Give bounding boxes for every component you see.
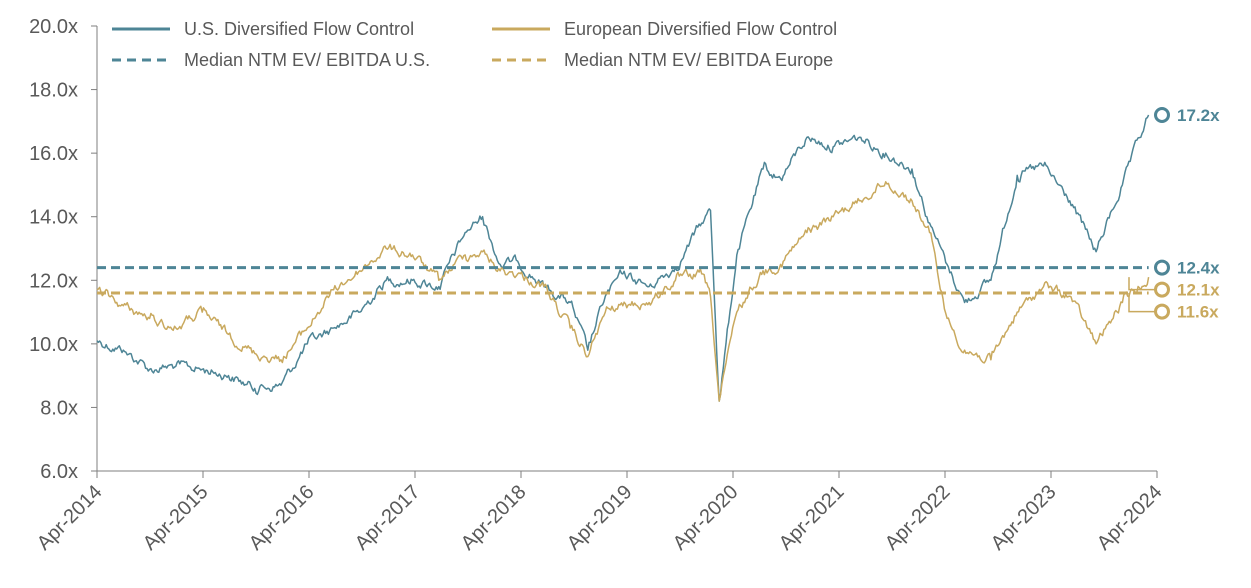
x-tick-label: Apr-2019 — [563, 481, 637, 555]
annotation-marker — [1154, 303, 1170, 320]
x-tick-label: Apr-2018 — [457, 481, 531, 555]
annotation-marker — [1154, 259, 1170, 276]
annotation-label: 17.2x — [1177, 106, 1220, 125]
y-tick-label: 6.0x — [40, 461, 78, 483]
legend-item: Median NTM EV/ EBITDA U.S. — [112, 50, 430, 70]
series-line-u-s-diversified-flow-control — [96, 114, 1150, 402]
y-tick-label: 18.0x — [29, 80, 78, 102]
legend-label: Median NTM EV/ EBITDA U.S. — [184, 50, 430, 70]
annotation-connector — [1128, 293, 1156, 313]
annotation-marker — [1154, 281, 1170, 298]
legend-item: U.S. Diversified Flow Control — [112, 19, 414, 39]
x-tick-label: Apr-2022 — [881, 481, 955, 555]
legend-label: European Diversified Flow Control — [564, 19, 837, 39]
x-tick-label: Apr-2015 — [139, 481, 213, 555]
x-tick-label: Apr-2017 — [351, 481, 425, 555]
x-tick-label: Apr-2016 — [245, 481, 319, 555]
x-tick-label: Apr-2014 — [33, 481, 107, 555]
legend-item: Median NTM EV/ EBITDA Europe — [492, 50, 833, 70]
series-line-european-diversified-flow-control — [96, 181, 1150, 402]
annotation-marker — [1154, 107, 1170, 123]
y-tick-label: 16.0x — [29, 143, 78, 165]
x-tick-label: Apr-2020 — [669, 481, 743, 555]
y-tick-label: 14.0x — [29, 207, 78, 229]
annotation-label: 12.4x — [1177, 259, 1220, 278]
annotation-label: 11.6x — [1177, 303, 1219, 322]
y-tick-label: 10.0x — [29, 334, 78, 356]
legend-item: European Diversified Flow Control — [492, 19, 837, 39]
annotation-connector — [1128, 277, 1156, 291]
legend-label: Median NTM EV/ EBITDA Europe — [564, 50, 833, 70]
x-tick-label: Apr-2024 — [1093, 481, 1167, 555]
legend-label: U.S. Diversified Flow Control — [184, 19, 414, 39]
annotation-label: 12.1x — [1177, 281, 1220, 300]
y-tick-label: 8.0x — [40, 397, 78, 419]
y-tick-label: 20.0x — [29, 16, 78, 38]
x-tick-label: Apr-2021 — [775, 481, 849, 555]
y-tick-label: 12.0x — [29, 270, 78, 292]
x-tick-label: Apr-2023 — [987, 481, 1061, 555]
